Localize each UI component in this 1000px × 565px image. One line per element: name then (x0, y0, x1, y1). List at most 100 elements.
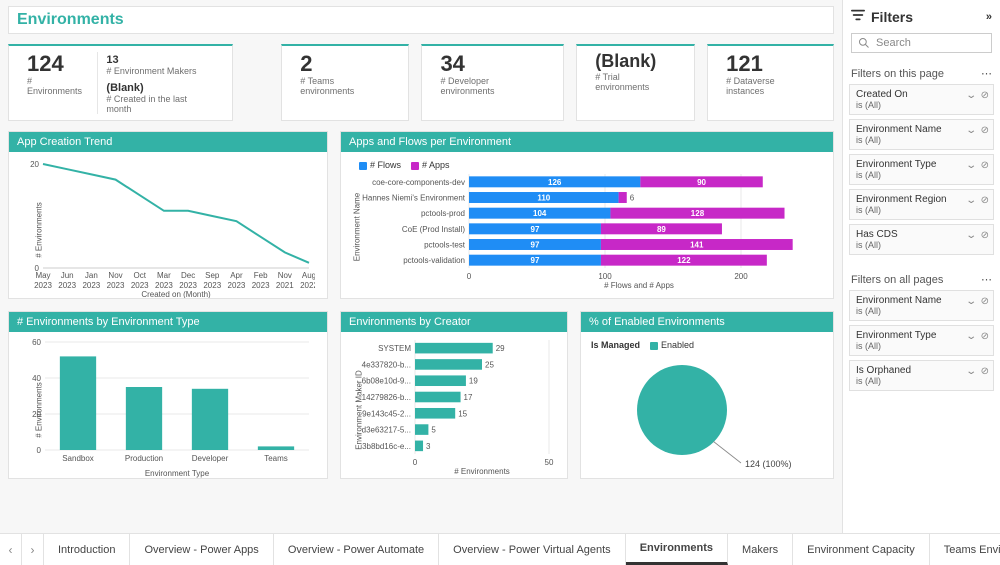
filter-card[interactable]: Created Onis (All)⌄⊘ (849, 84, 994, 115)
filter-search[interactable]: Search (851, 33, 992, 53)
svg-text:2023: 2023 (82, 281, 100, 290)
clear-filter-icon[interactable]: ⊘ (981, 160, 989, 171)
kpi-label: # Teams environments (300, 76, 390, 96)
collapse-icon[interactable]: » (986, 11, 992, 23)
filter-pane-title: Filters (871, 9, 913, 25)
svg-text:Feb: Feb (254, 271, 268, 280)
legend-flows: # Flows (370, 160, 401, 170)
kpi-value: 13 (106, 54, 214, 66)
tab-overview-power-automate[interactable]: Overview - Power Automate (274, 534, 439, 565)
filter-value: is (All) (856, 100, 987, 110)
kpi-label: # Dataverse instances (726, 76, 815, 96)
filter-card[interactable]: Environment Nameis (All)⌄⊘ (849, 290, 994, 321)
more-icon[interactable]: ⋯ (981, 273, 992, 286)
kpi-row: 124 # Environments 13 # Environment Make… (8, 44, 834, 121)
chevron-down-icon[interactable]: ⌄ (965, 90, 977, 101)
y-axis-title: Environment Maker ID (354, 370, 363, 450)
svg-text:Jun: Jun (61, 271, 74, 280)
tab-teams-environments[interactable]: Teams Environments (930, 534, 1000, 565)
chevron-down-icon[interactable]: ⌄ (965, 230, 977, 241)
svg-text:Apr: Apr (230, 271, 243, 280)
svg-text:CoE (Prod Install): CoE (Prod Install) (402, 225, 465, 234)
filter-value: is (All) (856, 306, 987, 316)
chart-env-by-creator[interactable]: Environments by Creator Environment Make… (340, 311, 568, 479)
kpi-label: # Developer environments (440, 76, 545, 96)
filter-value: is (All) (856, 240, 987, 250)
kpi-label: # Environments (27, 76, 89, 96)
filter-pane: Filters » Search Filters on this page ⋯ … (842, 0, 1000, 533)
svg-text:3: 3 (426, 442, 431, 451)
svg-text:Dec: Dec (181, 271, 195, 280)
svg-text:104: 104 (533, 209, 547, 218)
chevron-down-icon[interactable]: ⌄ (965, 195, 977, 206)
tab-introduction[interactable]: Introduction (44, 534, 130, 565)
filter-card[interactable]: Is Orphanedis (All)⌄⊘ (849, 360, 994, 391)
chart-pct-enabled[interactable]: % of Enabled Environments Is Managed Ena… (580, 311, 834, 479)
filter-icon (851, 8, 865, 25)
filter-section-page: Filters on this page (851, 68, 944, 80)
svg-text:97: 97 (531, 241, 540, 250)
clear-filter-icon[interactable]: ⊘ (981, 366, 989, 377)
legend-field: Is Managed (591, 340, 640, 350)
legend-enabled: Enabled (661, 340, 694, 350)
svg-text:coe-core-components-dev: coe-core-components-dev (372, 178, 465, 187)
clear-filter-icon[interactable]: ⊘ (981, 195, 989, 206)
filter-card[interactable]: Has CDSis (All)⌄⊘ (849, 224, 994, 255)
kpi-group-environments[interactable]: 124 # Environments 13 # Environment Make… (8, 44, 233, 121)
kpi-card-trial[interactable]: (Blank) # Trial environments (576, 44, 695, 121)
tab-next-button[interactable]: › (22, 534, 44, 565)
clear-filter-icon[interactable]: ⊘ (981, 90, 989, 101)
filter-value: is (All) (856, 205, 987, 215)
filter-card[interactable]: Environment Nameis (All)⌄⊘ (849, 119, 994, 150)
chart-app-creation-trend[interactable]: App Creation Trend # Environments 020May… (8, 131, 328, 299)
clear-filter-icon[interactable]: ⊘ (981, 230, 989, 241)
svg-text:90: 90 (697, 178, 706, 187)
card-title: Apps and Flows per Environment (341, 132, 833, 152)
svg-text:0: 0 (413, 458, 418, 467)
tab-environment-capacity[interactable]: Environment Capacity (793, 534, 930, 565)
chevron-down-icon[interactable]: ⌄ (965, 125, 977, 136)
svg-text:60: 60 (32, 338, 41, 347)
chevron-down-icon[interactable]: ⌄ (965, 296, 977, 307)
clear-filter-icon[interactable]: ⊘ (981, 331, 989, 342)
filter-card[interactable]: Environment Typeis (All)⌄⊘ (849, 325, 994, 356)
chevron-down-icon[interactable]: ⌄ (965, 366, 977, 377)
chart-env-by-type[interactable]: # Environments by Environment Type # Env… (8, 311, 328, 479)
filter-card[interactable]: Environment Regionis (All)⌄⊘ (849, 189, 994, 220)
svg-text:200: 200 (734, 272, 748, 281)
svg-text:4e337820-b...: 4e337820-b... (362, 360, 411, 369)
svg-text:97: 97 (531, 256, 540, 265)
clear-filter-icon[interactable]: ⊘ (981, 125, 989, 136)
svg-text:141: 141 (690, 241, 704, 250)
kpi-card-dataverse[interactable]: 121 # Dataverse instances (707, 44, 834, 121)
kpi-value: 34 (440, 52, 545, 76)
filter-value: is (All) (856, 170, 987, 180)
svg-text:19: 19 (469, 377, 478, 386)
svg-text:2023: 2023 (228, 281, 246, 290)
kpi-value: 121 (726, 52, 815, 76)
tab-makers[interactable]: Makers (728, 534, 793, 565)
svg-text:Oct: Oct (134, 271, 147, 280)
bar-chart-svg: 050SYSTEM294e337820-b...256b08e10d-9...1… (347, 338, 557, 478)
svg-text:0: 0 (37, 446, 42, 455)
filter-card[interactable]: Environment Typeis (All)⌄⊘ (849, 154, 994, 185)
svg-text:124 (100%): 124 (100%) (745, 459, 792, 469)
svg-text:Mar: Mar (157, 271, 171, 280)
kpi-label: # Environment Makers (106, 66, 214, 76)
tab-environments[interactable]: Environments (626, 534, 728, 565)
kpi-card-teams[interactable]: 2 # Teams environments (281, 44, 409, 121)
tab-overview-power-apps[interactable]: Overview - Power Apps (130, 534, 273, 565)
chart-apps-flows[interactable]: Apps and Flows per Environment # Flows #… (340, 131, 834, 299)
chevron-down-icon[interactable]: ⌄ (965, 331, 977, 342)
tab-overview-power-virtual-agents[interactable]: Overview - Power Virtual Agents (439, 534, 626, 565)
clear-filter-icon[interactable]: ⊘ (981, 296, 989, 307)
tab-prev-button[interactable]: ‹ (0, 534, 22, 565)
more-icon[interactable]: ⋯ (981, 67, 992, 80)
svg-text:50: 50 (545, 458, 554, 467)
kpi-card-developer[interactable]: 34 # Developer environments (421, 44, 564, 121)
donut-chart-svg: 124 (100%) (587, 354, 817, 479)
svg-text:100: 100 (598, 272, 612, 281)
kpi-value: (Blank) (595, 52, 676, 72)
svg-text:Nov: Nov (108, 271, 122, 280)
chevron-down-icon[interactable]: ⌄ (965, 160, 977, 171)
